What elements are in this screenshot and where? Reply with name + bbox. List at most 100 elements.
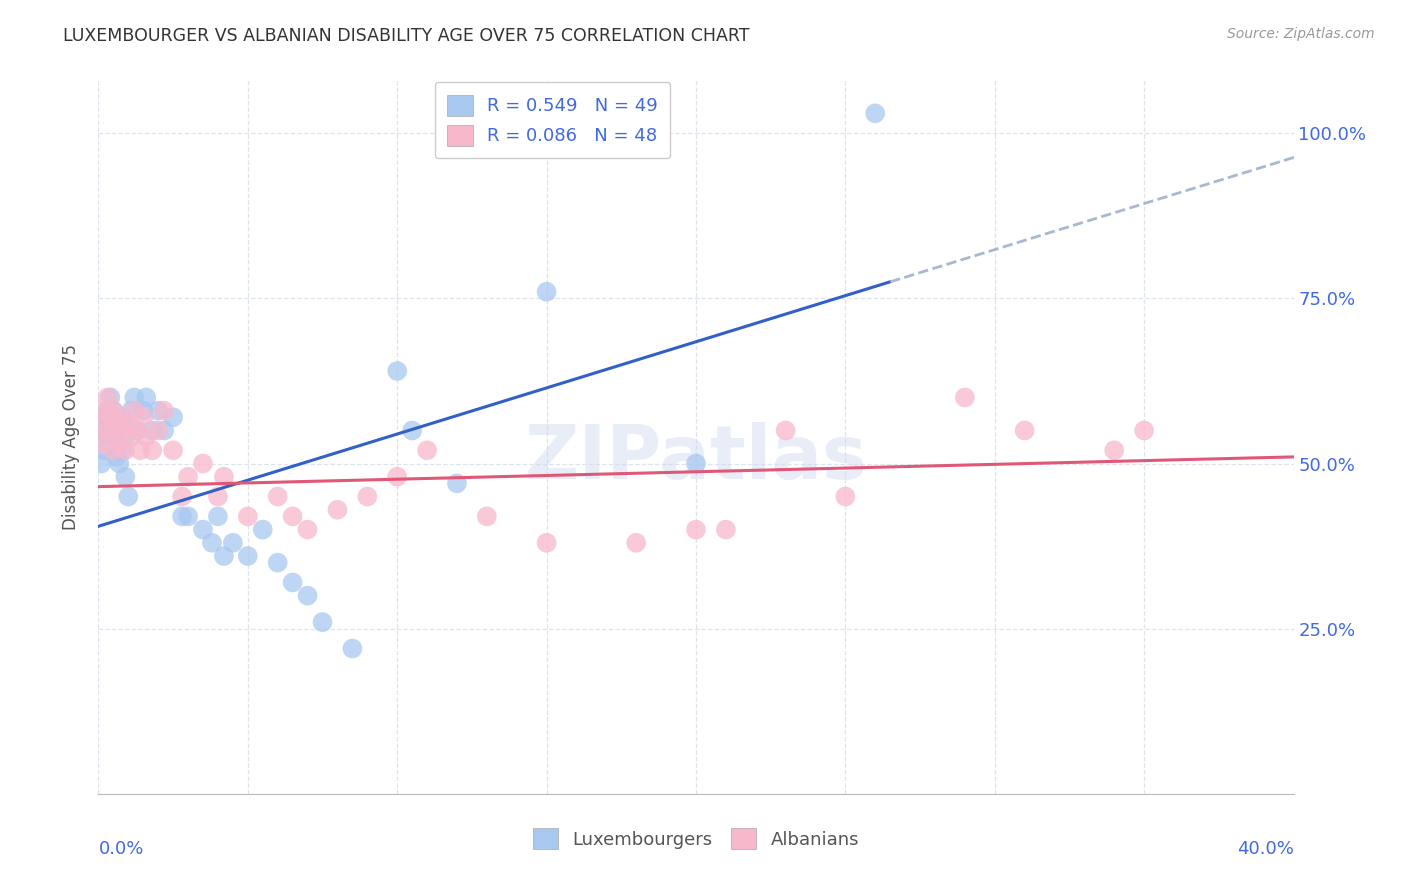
Point bbox=[90, 424, 112, 438]
Point bbox=[96, 430, 118, 444]
Point bbox=[105, 450, 128, 464]
Point bbox=[536, 536, 558, 550]
Point bbox=[103, 424, 125, 438]
Text: 0.0%: 0.0% bbox=[98, 840, 143, 858]
Point bbox=[98, 417, 122, 431]
Text: ZIPatlas: ZIPatlas bbox=[524, 422, 868, 495]
Point bbox=[135, 391, 157, 405]
Point bbox=[685, 457, 707, 471]
Point bbox=[281, 575, 304, 590]
Point bbox=[105, 417, 128, 431]
Point bbox=[120, 403, 142, 417]
Point bbox=[626, 536, 648, 550]
Point bbox=[93, 410, 115, 425]
Point bbox=[212, 549, 235, 563]
Point bbox=[111, 443, 134, 458]
Point bbox=[1133, 424, 1156, 438]
Text: 40.0%: 40.0% bbox=[1237, 840, 1294, 858]
Point bbox=[267, 556, 290, 570]
Point bbox=[117, 417, 139, 431]
Point bbox=[117, 417, 139, 431]
Point bbox=[475, 509, 498, 524]
Point bbox=[207, 509, 229, 524]
Point bbox=[685, 523, 707, 537]
Point bbox=[103, 403, 125, 417]
Point bbox=[1014, 424, 1036, 438]
Point bbox=[212, 469, 235, 483]
Point bbox=[446, 476, 468, 491]
Point bbox=[267, 490, 290, 504]
Point bbox=[148, 424, 170, 438]
Point bbox=[162, 410, 184, 425]
Point bbox=[98, 391, 122, 405]
Point bbox=[401, 424, 423, 438]
Point bbox=[775, 424, 797, 438]
Point bbox=[129, 443, 152, 458]
Text: LUXEMBOURGER VS ALBANIAN DISABILITY AGE OVER 75 CORRELATION CHART: LUXEMBOURGER VS ALBANIAN DISABILITY AGE … bbox=[63, 27, 749, 45]
Point bbox=[153, 403, 176, 417]
Legend: Luxembourgers, Albanians: Luxembourgers, Albanians bbox=[526, 821, 866, 856]
Point bbox=[98, 424, 122, 438]
Point bbox=[191, 457, 214, 471]
Point bbox=[834, 490, 856, 504]
Point bbox=[103, 443, 125, 458]
Point bbox=[236, 549, 259, 563]
Point bbox=[385, 364, 409, 378]
Y-axis label: Disability Age Over 75: Disability Age Over 75 bbox=[62, 344, 80, 530]
Point bbox=[93, 403, 115, 417]
Point bbox=[114, 469, 136, 483]
Point bbox=[93, 443, 115, 458]
Point bbox=[108, 457, 131, 471]
Point bbox=[153, 424, 176, 438]
Point bbox=[953, 391, 976, 405]
Point bbox=[105, 436, 128, 450]
Point bbox=[114, 443, 136, 458]
Point bbox=[114, 430, 136, 444]
Point bbox=[172, 490, 194, 504]
Point bbox=[111, 410, 134, 425]
Point bbox=[342, 641, 364, 656]
Point bbox=[172, 509, 194, 524]
Point bbox=[177, 509, 200, 524]
Point bbox=[90, 457, 112, 471]
Point bbox=[96, 403, 118, 417]
Point bbox=[297, 589, 319, 603]
Point bbox=[96, 410, 118, 425]
Point bbox=[127, 424, 149, 438]
Point bbox=[117, 490, 139, 504]
Point bbox=[148, 403, 170, 417]
Point bbox=[416, 443, 439, 458]
Point bbox=[356, 490, 378, 504]
Point bbox=[141, 424, 163, 438]
Point bbox=[124, 403, 146, 417]
Point bbox=[865, 106, 887, 120]
Point bbox=[124, 391, 146, 405]
Point bbox=[191, 523, 214, 537]
Point bbox=[132, 403, 155, 417]
Point bbox=[236, 509, 259, 524]
Point bbox=[207, 490, 229, 504]
Point bbox=[132, 410, 155, 425]
Point bbox=[252, 523, 274, 537]
Point bbox=[108, 436, 131, 450]
Point bbox=[127, 424, 149, 438]
Point bbox=[536, 285, 558, 299]
Point bbox=[714, 523, 737, 537]
Point bbox=[1104, 443, 1126, 458]
Point bbox=[135, 430, 157, 444]
Point bbox=[141, 443, 163, 458]
Point bbox=[385, 469, 409, 483]
Text: Source: ZipAtlas.com: Source: ZipAtlas.com bbox=[1227, 27, 1375, 41]
Point bbox=[297, 523, 319, 537]
Point bbox=[108, 424, 131, 438]
Point bbox=[108, 410, 131, 425]
Point bbox=[103, 403, 125, 417]
Point bbox=[326, 502, 349, 516]
Point bbox=[111, 424, 134, 438]
Point bbox=[281, 509, 304, 524]
Point bbox=[120, 430, 142, 444]
Point bbox=[311, 615, 333, 629]
Point bbox=[177, 469, 200, 483]
Point bbox=[90, 436, 112, 450]
Point bbox=[201, 536, 224, 550]
